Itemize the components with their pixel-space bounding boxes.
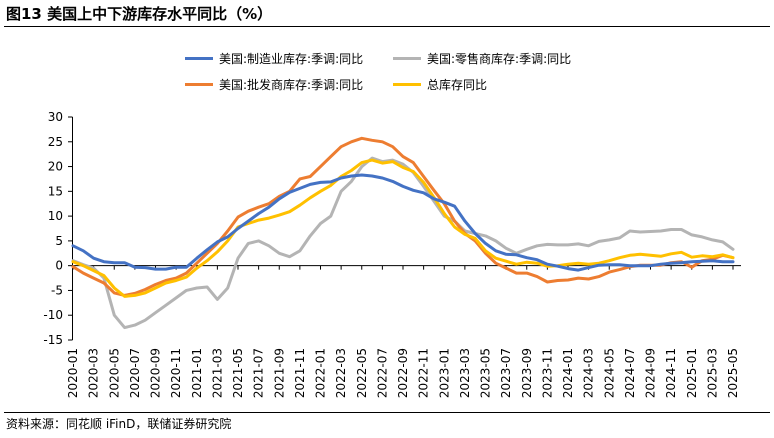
legend-label-wholesale: 美国:批发商库存:季调:同比: [219, 78, 364, 92]
y-tick-label: 0: [55, 259, 63, 273]
x-tick-label: 2023-07: [499, 348, 513, 398]
top-rule: [4, 26, 770, 27]
x-tick-label: 2021-07: [252, 348, 266, 398]
legend-label-retail: 美国:零售商库存:季调:同比: [427, 52, 572, 66]
legend-swatch-manufacturing: [185, 57, 213, 60]
x-tick-label: 2024-05: [602, 348, 616, 398]
legend-item-wholesale: 美国:批发商库存:季调:同比: [185, 76, 363, 93]
x-tick-label: 2022-09: [396, 348, 410, 398]
x-tick-label: 2022-07: [375, 348, 389, 398]
x-tick-label: 2020-07: [128, 348, 142, 398]
x-tick-label: 2024-01: [561, 348, 575, 398]
y-tick-label: -5: [51, 283, 63, 297]
y-tick-label: 30: [48, 110, 63, 124]
x-tick-label: 2023-09: [520, 348, 534, 398]
x-tick-label: 2024-03: [582, 348, 596, 398]
legend-item-retail: 美国:零售商库存:季调:同比: [393, 50, 571, 67]
y-tick-label: 25: [48, 135, 63, 149]
x-tick-label: 2023-11: [540, 348, 554, 398]
series-line-manufacturing: [71, 173, 735, 272]
x-tick-label: 2020-01: [66, 348, 80, 398]
y-tick-label: 20: [48, 160, 63, 174]
series-lines: [71, 136, 735, 330]
axes: -15 -10 -5 0 5 10 15 20 25 30 2020-01 2020-03 2020-0…: [43, 110, 741, 398]
x-tick-label: 2024-09: [644, 348, 658, 398]
y-tick-label: -10: [43, 308, 63, 322]
x-tick-label: 2020-05: [107, 348, 121, 398]
x-tick-label: 2023-03: [458, 348, 472, 398]
source-note: 资料来源：同花顺 iFinD，联储证券研究院: [6, 417, 232, 431]
x-tick-label: 2021-11: [293, 348, 307, 398]
legend-swatch-retail: [393, 57, 421, 60]
series-line-retail: [71, 156, 735, 330]
legend-swatch-wholesale: [185, 83, 213, 86]
x-tick-label: 2022-03: [334, 348, 348, 398]
legend-item-total: 总库存同比: [393, 76, 487, 93]
y-tick-label: 15: [48, 184, 63, 198]
x-tick-label: 2021-05: [231, 348, 245, 398]
bottom-rule: [4, 412, 770, 413]
series-line-total: [71, 158, 735, 298]
x-tick-label: 2024-07: [623, 348, 637, 398]
x-tick-label: 2022-05: [355, 348, 369, 398]
legend-item-manufacturing: 美国:制造业库存:季调:同比: [185, 50, 363, 67]
x-tick-label: 2020-03: [87, 348, 101, 398]
x-tick-label: 2025-03: [705, 348, 719, 398]
y-tick-label: -15: [43, 333, 63, 347]
x-tick-label: 2023-05: [479, 348, 493, 398]
x-tick-label: 2024-11: [664, 348, 678, 398]
x-tick-label: 2021-01: [190, 348, 204, 398]
series-line-wholesale: [71, 136, 735, 297]
x-tick-label: 2022-11: [417, 348, 431, 398]
legend-label-manufacturing: 美国:制造业库存:季调:同比: [219, 52, 364, 66]
x-tick-label: 2020-09: [149, 348, 163, 398]
x-tick-label: 2021-03: [210, 348, 224, 398]
chart-title: 图13 美国上中下游库存水平同比（%）: [6, 5, 273, 23]
x-tick-label: 2020-11: [169, 348, 183, 398]
x-tick-label: 2023-01: [437, 348, 451, 398]
legend-label-total: 总库存同比: [427, 78, 488, 92]
x-tick-label: 2022-01: [314, 348, 328, 398]
x-tick-label: 2025-05: [726, 348, 740, 398]
y-tick-label: 10: [48, 209, 63, 223]
legend-swatch-total: [393, 83, 421, 86]
x-tick-label: 2021-09: [272, 348, 286, 398]
y-tick-label: 5: [55, 234, 63, 248]
x-tick-label: 2025-01: [685, 348, 699, 398]
